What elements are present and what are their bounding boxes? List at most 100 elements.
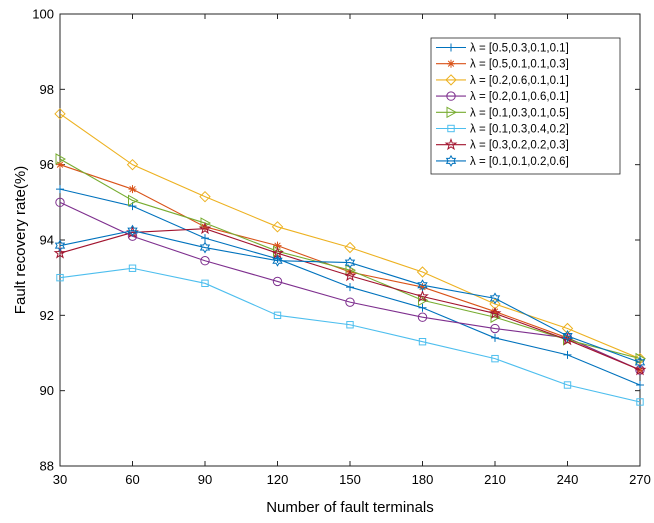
data-point	[634, 356, 646, 369]
data-point	[273, 241, 282, 250]
legend-label: λ = [0.1,0.3,0.4,0.2]	[470, 124, 569, 136]
x-tick-label: 270	[629, 472, 651, 487]
series-line	[59, 267, 641, 403]
data-point	[201, 234, 209, 243]
y-tick-label: 88	[40, 459, 54, 474]
y-tick-label: 96	[40, 157, 54, 172]
data-point	[346, 283, 354, 292]
y-tick-label: 94	[40, 233, 54, 248]
legend-marker	[446, 106, 458, 119]
legend-marker	[445, 74, 457, 86]
data-point	[201, 279, 209, 288]
data-point	[491, 307, 499, 316]
data-point	[636, 381, 644, 390]
data-point	[418, 294, 429, 307]
data-point	[56, 273, 64, 282]
legend-item: λ = [0.2,0.6,0.1,0.1]	[436, 74, 569, 87]
data-point	[563, 381, 572, 389]
legend-item: λ = [0.5,0.3,0.1,0.1]	[436, 43, 569, 55]
legend-marker	[446, 91, 456, 101]
legend-item: λ = [0.3,0.2,0.2,0.3]	[436, 137, 569, 152]
data-point	[54, 239, 66, 252]
data-point	[563, 350, 572, 359]
legend-label: λ = [0.2,0.6,0.1,0.1]	[470, 75, 569, 87]
data-point	[346, 321, 354, 329]
legend-item: λ = [0.2,0.1,0.6,0.1]	[436, 91, 569, 103]
data-point	[272, 276, 283, 287]
data-point	[491, 333, 499, 342]
data-point	[633, 363, 647, 376]
legend-item: λ = [0.1,0.3,0.4,0.2]	[436, 124, 569, 136]
data-point	[56, 160, 64, 169]
y-tick-label: 98	[40, 82, 54, 97]
data-point	[417, 279, 428, 292]
series-8	[54, 224, 646, 369]
legend-item: λ = [0.1,0.3,0.1,0.5]	[436, 106, 569, 119]
data-point	[272, 254, 283, 267]
data-point	[417, 312, 428, 322]
legend-label: λ = [0.2,0.1,0.6,0.1]	[470, 91, 569, 103]
data-point	[128, 194, 139, 207]
data-point	[345, 297, 355, 307]
data-point	[418, 338, 427, 346]
data-point	[491, 354, 499, 363]
series-line	[59, 201, 641, 371]
legend: λ = [0.5,0.3,0.1,0.1] λ = [0.5,0.1,0.1,0.…	[430, 37, 621, 175]
data-point	[490, 311, 502, 324]
data-point	[635, 352, 647, 365]
x-tick-label: 90	[198, 472, 212, 487]
data-point	[489, 292, 501, 305]
data-point	[418, 283, 427, 292]
x-tick-label: 210	[484, 472, 506, 487]
data-point	[418, 303, 427, 312]
data-point	[636, 398, 644, 406]
legend-label: λ = [0.1,0.1,0.2,0.6]	[470, 156, 569, 168]
legend-item: λ = [0.1,0.1,0.2,0.6]	[436, 154, 569, 168]
y-axis-title: Fault recovery rate(%)	[12, 166, 29, 314]
data-point	[490, 323, 500, 334]
legend-marker	[447, 59, 455, 68]
data-point	[488, 306, 502, 319]
data-point	[54, 108, 66, 120]
data-point	[562, 330, 573, 343]
x-axis-title: Number of fault terminals	[266, 499, 434, 516]
data-point	[201, 222, 209, 231]
data-point	[199, 190, 211, 203]
data-point	[416, 266, 429, 278]
data-point	[56, 185, 64, 194]
legend-box	[430, 37, 621, 175]
series-layer	[53, 108, 647, 406]
data-point	[126, 158, 139, 171]
legend-marker	[447, 124, 455, 133]
data-point	[416, 289, 429, 302]
y-tick-label: 92	[40, 308, 54, 323]
data-point	[273, 311, 282, 320]
data-point	[128, 185, 137, 194]
y-tick-label: 100	[32, 7, 54, 22]
data-point	[53, 246, 67, 259]
legend-label: λ = [0.3,0.2,0.2,0.3]	[470, 140, 569, 152]
x-axis-ticks: 30 60 90 120 150 180 210 240 270	[53, 14, 651, 487]
legend-marker	[445, 154, 457, 167]
y-tick-label: 90	[40, 383, 54, 398]
data-point	[200, 256, 210, 266]
data-point	[344, 241, 356, 254]
data-point	[128, 264, 137, 272]
series-line	[59, 230, 641, 363]
legend-item: λ = [0.5,0.1,0.1,0.3]	[436, 59, 569, 71]
x-tick-label: 120	[267, 472, 289, 487]
legend-label: λ = [0.5,0.3,0.1,0.1]	[470, 43, 569, 55]
data-point	[55, 197, 65, 208]
data-point	[127, 224, 138, 237]
series-line	[59, 228, 641, 371]
data-point	[199, 241, 211, 254]
data-point	[271, 221, 284, 233]
series-1	[56, 185, 644, 390]
data-point	[198, 221, 212, 235]
series-6	[56, 264, 644, 406]
legend-marker	[444, 137, 458, 151]
data-point	[55, 153, 67, 165]
data-point	[344, 256, 356, 269]
legend-label: λ = [0.5,0.1,0.1,0.3]	[470, 59, 569, 71]
